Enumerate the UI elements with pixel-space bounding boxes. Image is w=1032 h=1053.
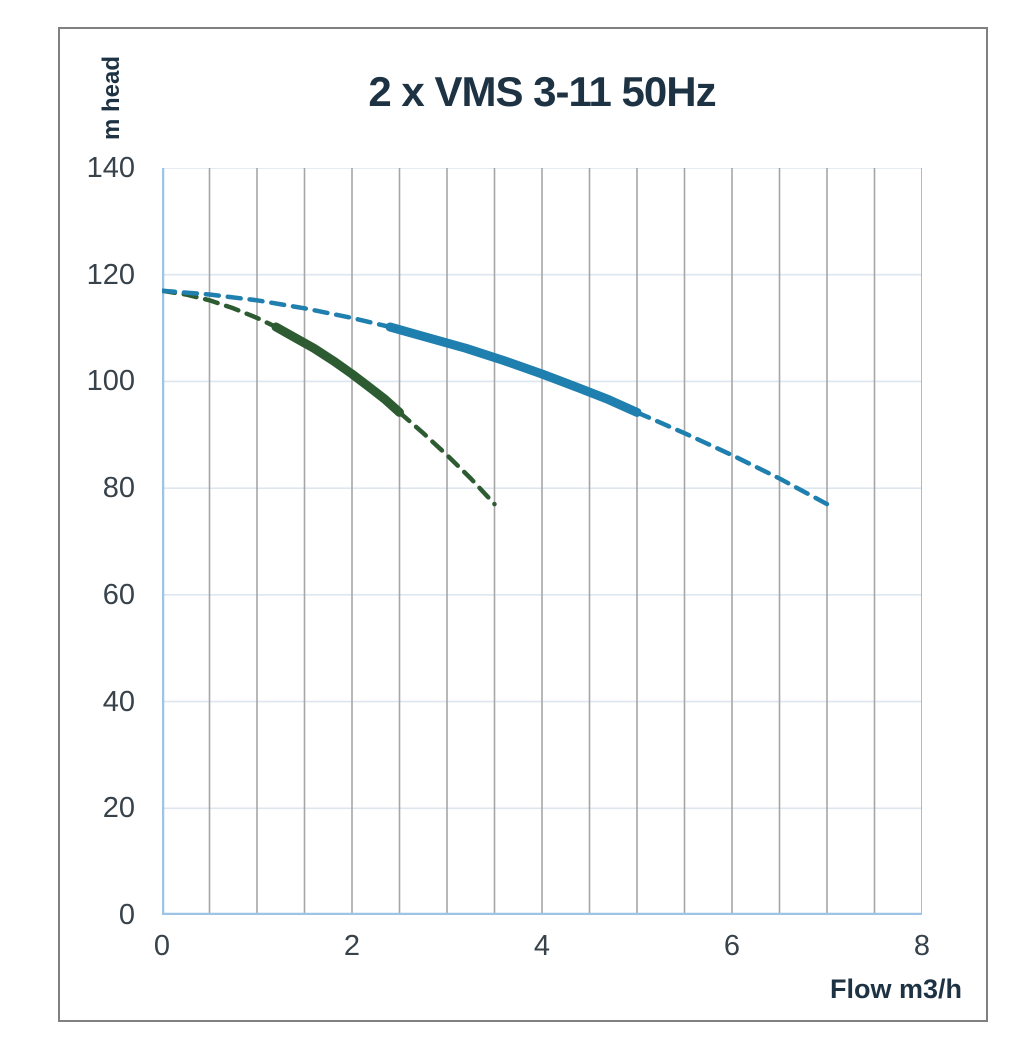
y-tick-label: 40	[102, 685, 135, 718]
single-pump-curve-dashed-segment	[159, 288, 279, 330]
y-tick-label: 140	[86, 152, 135, 184]
x-tick-label: 6	[723, 930, 741, 962]
x-tick-label: 8	[913, 930, 931, 962]
y-tick-label: 80	[102, 472, 135, 505]
chart-frame	[58, 27, 988, 1022]
x-axis-label: Flow m3/h	[829, 974, 962, 1004]
y-tick-label: 0	[118, 899, 135, 931]
dual-pump-curve-solid-segment	[385, 322, 642, 417]
single-pump-curve-solid-segment	[271, 322, 404, 417]
dual-pump-curve-dashed-segment	[634, 410, 830, 507]
chart-plot-svg	[159, 167, 923, 916]
y-tick-label: 60	[102, 578, 135, 611]
chart-title: 2 x VMS 3-11 50Hz	[368, 68, 716, 115]
y-tick-label: 20	[102, 792, 135, 825]
x-tick-label: 2	[343, 930, 361, 962]
y-tick-label: 100	[86, 365, 135, 398]
plot-area	[159, 167, 923, 916]
x-tick-label: 0	[153, 930, 171, 962]
single-pump-curve-dashed-segment	[397, 410, 497, 507]
y-tick-label: 120	[86, 258, 135, 291]
x-tick-label: 4	[533, 930, 551, 962]
dual-pump-curve-dashed-segment	[159, 288, 393, 330]
y-axis-label: m head	[98, 55, 125, 140]
